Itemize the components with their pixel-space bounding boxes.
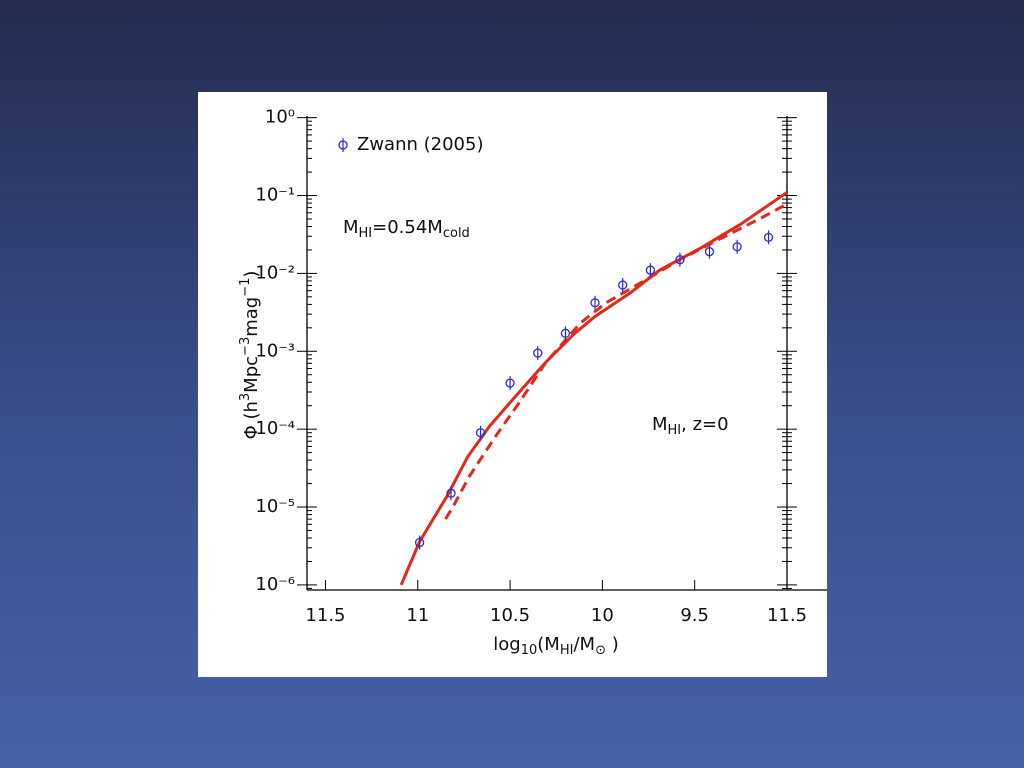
x-tick-label: 9.5 bbox=[680, 605, 709, 626]
annotation-part: HI bbox=[668, 423, 682, 438]
data-point bbox=[675, 252, 685, 267]
legend-marker-circle bbox=[338, 140, 348, 150]
annotation: MHI=0.54Mcold bbox=[343, 217, 470, 241]
y-tick-label: 10⁻² bbox=[255, 262, 295, 283]
data-point bbox=[618, 277, 628, 292]
annotation-part: =0.54M bbox=[372, 217, 443, 238]
x-tick-label: 10 bbox=[591, 605, 614, 626]
annotation-part: M bbox=[652, 414, 668, 435]
x-axis-label-part: HI bbox=[560, 643, 574, 658]
data-point-circle bbox=[505, 378, 515, 388]
data-point-circle bbox=[533, 348, 543, 358]
data-point-circle bbox=[475, 428, 486, 438]
x-tick-label: 11 bbox=[406, 605, 429, 626]
annotation-part: , z=0 bbox=[681, 414, 728, 435]
data-point-circle bbox=[414, 537, 425, 548]
y-axis-label-part: 3 bbox=[238, 393, 253, 401]
annotation-part: cold bbox=[443, 226, 470, 241]
annotation-part: HI bbox=[359, 226, 373, 241]
x-axis-label: log10(MHI/M⊙ ) bbox=[493, 634, 618, 658]
x-axis-label-part: ⊙ bbox=[595, 643, 606, 658]
data-point bbox=[704, 244, 715, 259]
x-axis-label-part: ) bbox=[606, 634, 619, 655]
data-point bbox=[475, 425, 486, 440]
x-axis-label-part: /M bbox=[573, 634, 595, 655]
data-point-circle bbox=[704, 247, 715, 257]
legend-marker bbox=[338, 138, 348, 152]
data-point bbox=[505, 376, 515, 391]
y-tick-label: 10⁻⁴ bbox=[255, 418, 295, 439]
y-tick-label: 10⁻⁶ bbox=[255, 574, 295, 595]
y-axis-label-part: mag bbox=[241, 297, 262, 337]
annotation-part: M bbox=[343, 217, 359, 238]
y-axis-label-part: ) bbox=[241, 271, 262, 278]
data-point-circle bbox=[763, 232, 774, 243]
y-tick-label: 10⁻¹ bbox=[255, 185, 295, 206]
data-point bbox=[763, 230, 774, 245]
y-axis-label-part: −3 bbox=[238, 337, 253, 356]
data-point bbox=[590, 295, 600, 310]
y-axis-label-part: −1 bbox=[238, 278, 253, 297]
data-point bbox=[414, 535, 425, 550]
y-axis-label: Φ (h3Mpc−3mag−1) bbox=[238, 271, 263, 440]
x-tick-label: 10.5 bbox=[490, 605, 530, 626]
data-point bbox=[732, 239, 742, 254]
y-tick-label: 10⁰ bbox=[265, 107, 295, 128]
line bbox=[399, 191, 787, 586]
y-tick-label: 10⁻⁵ bbox=[255, 496, 295, 517]
data-point-circle bbox=[645, 265, 656, 275]
y-axis-label-part: Φ (h bbox=[241, 401, 262, 439]
data-point-circle bbox=[732, 242, 742, 252]
line bbox=[444, 202, 787, 520]
y-tick-label: 10⁻³ bbox=[255, 340, 295, 361]
data-point bbox=[533, 346, 543, 361]
data-point-circle bbox=[590, 298, 600, 308]
annotation: MHI, z=0 bbox=[652, 414, 729, 438]
y-axis-label-part: Mpc bbox=[241, 356, 262, 393]
x-tick-label: 11.5 bbox=[767, 605, 807, 626]
data-point bbox=[560, 326, 571, 341]
x-axis-label-part: log bbox=[493, 634, 520, 655]
data-point-circle bbox=[560, 328, 571, 338]
chart: 10⁰ 10⁻¹ 10⁻² 10⁻³ 10⁻⁴ 10⁻⁵ 10⁻⁶ 11.5 11 10.5 10 9… bbox=[198, 92, 827, 677]
data-point-circle bbox=[446, 488, 456, 498]
data-point-circle bbox=[675, 255, 685, 265]
legend-label: Zwann (2005) bbox=[357, 134, 483, 155]
x-tick-label: 11.5 bbox=[305, 605, 345, 626]
x-axis-label-part: 10 bbox=[521, 643, 538, 658]
data-point bbox=[645, 263, 656, 278]
data-point-circle bbox=[618, 280, 628, 290]
data-point bbox=[446, 486, 456, 501]
x-axis-label-part: (M bbox=[537, 634, 560, 655]
